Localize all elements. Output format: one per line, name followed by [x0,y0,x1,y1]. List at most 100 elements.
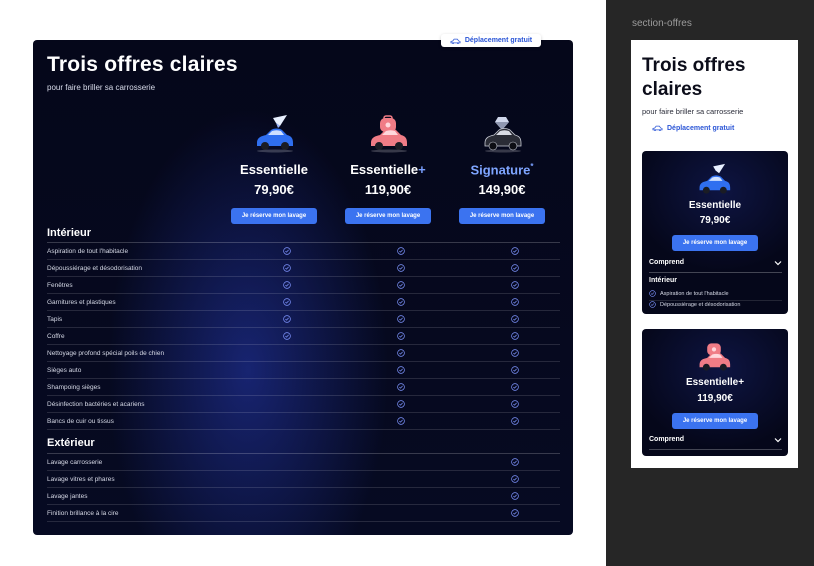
badge-label: Déplacement gratuit [464,37,533,44]
feature-row: Aspiration de tout l'habitacle [47,243,560,260]
feature-row: Lavage jantes [47,488,560,505]
page-subtitle: pour faire briller sa carrosserie [47,83,156,92]
plan-name: Signature [470,162,531,178]
plan-essentielle: Essentielle 79,90€ Je réserve mon lavage [224,114,324,224]
check-circle-icon [397,417,405,425]
card-price: 119,90€ [697,393,733,404]
feature-label: Nettoyage profond spécial poils de chien [47,350,165,357]
free-travel-badge: Déplacement gratuit [644,121,744,135]
feature-label: Tapis [47,316,63,323]
feature-label: Sièges auto [47,367,82,374]
car-outline-icon [450,38,461,44]
check-circle-icon [511,264,519,272]
check-circle-icon [511,247,519,255]
check-circle-icon [511,349,519,357]
card-name: Essentielle [688,200,742,211]
chevron-down-icon [774,261,782,266]
chevron-down-icon [774,438,782,443]
check-circle-icon [283,315,291,323]
toggle-label: Comprend [649,259,684,266]
feature-row: Tapis [47,311,560,328]
section-title-exterieur: Extérieur [47,437,95,449]
card-feature-row: Aspiration de tout l'habitacle [649,289,782,301]
card-category: Intérieur [649,277,678,284]
feature-row: Lavage vitres et phares [47,471,560,488]
mobile-card-essentielle: Essentielle 79,90€ Je réserve mon lavage… [642,151,788,314]
check-circle-icon [397,264,405,272]
includes-toggle[interactable]: Comprend [649,436,782,450]
check-circle-icon [511,332,519,340]
feature-label: Lavage vitres et phares [47,476,115,483]
car-bag-icon [371,115,407,153]
book-button[interactable]: Je réserve mon lavage [672,413,758,429]
feature-label: Coffre [47,333,65,340]
feature-row: Lavage carrosserie [47,454,560,471]
check-circle-icon [511,383,519,391]
check-circle-icon [511,509,519,517]
plan-signature: Signature* 149,90€ Je réserve mon lavage [452,114,552,225]
car-plane-icon [257,115,293,153]
plan-name: Essentielle [350,162,419,177]
check-circle-icon [511,492,519,500]
check-circle-icon [511,400,519,408]
page-title: Trois offres claires [47,53,238,76]
card-feature-row: Dépoussiérage et désodorisation [649,300,782,312]
check-circle-icon [397,281,405,289]
plan-price: 149,90€ [478,182,526,198]
book-button-essentielle[interactable]: Je réserve mon lavage [231,208,317,224]
feature-label: Finition brillance à la cire [47,510,119,517]
feature-label: Garnitures et plastiques [47,299,116,306]
card-price: 79,90€ [699,215,731,226]
feature-row: Sièges auto [47,362,560,379]
section-title-interieur: Intérieur [47,227,92,239]
feature-label: Shampoing sièges [47,384,101,391]
check-circle-icon [511,417,519,425]
plan-suffix: + [418,162,426,177]
check-circle-icon [397,315,405,323]
feature-row: Bancs de cuir ou tissus [47,413,560,430]
feature-row: Coffre [47,328,560,345]
feature-label: Dépoussiérage et désodorisation [47,265,143,272]
check-circle-icon [283,298,291,306]
book-button-essentielle-plus[interactable]: Je réserve mon lavage [345,208,431,224]
check-circle-icon [649,290,656,297]
badge-label: Déplacement gratuit [667,124,735,132]
includes-toggle[interactable]: Comprend [649,259,782,273]
car-diamond-icon [484,117,522,153]
check-circle-icon [397,298,405,306]
plan-suffix: * [530,162,534,171]
check-circle-icon [649,301,656,308]
feature-row: Finition brillance à la cire [47,505,560,522]
frame-label: section-offres [632,18,692,29]
mobile-card-essentielle-plus: Essentielle+ 119,90€ Je réserve mon lava… [642,329,788,456]
plan-price: 119,90€ [364,182,412,197]
check-circle-icon [511,366,519,374]
feature-label: Lavage jantes [47,493,88,500]
book-button[interactable]: Je réserve mon lavage [672,235,758,251]
mobile-subtitle: pour faire briller sa carrosserie [642,107,744,116]
check-circle-icon [511,475,519,483]
feature-label: Fenêtres [47,282,73,289]
check-circle-icon [283,332,291,340]
toggle-label: Comprend [649,436,684,443]
check-circle-icon [511,281,519,289]
card-name: Essentielle+ [685,377,745,388]
check-circle-icon [397,332,405,340]
car-outline-icon [652,125,663,132]
feature-label: Lavage carrosserie [47,459,103,466]
feature-label: Désinfection bactéries et acariens [47,401,145,408]
check-circle-icon [397,400,405,408]
check-circle-icon [283,281,291,289]
feature-row: Nettoyage profond spécial poils de chien [47,345,560,362]
feature-row: Fenêtres [47,277,560,294]
book-button-signature[interactable]: Je réserve mon lavage [459,208,545,225]
check-circle-icon [397,247,405,255]
plan-price: 79,90€ [254,182,294,197]
check-circle-icon [511,315,519,323]
feature-row: Garnitures et plastiques [47,294,560,311]
check-circle-icon [283,247,291,255]
mobile-title: Trois offres claires [642,55,746,100]
plan-name: Essentielle [240,162,308,177]
feature-row: Désinfection bactéries et acariens [47,396,560,413]
check-circle-icon [511,458,519,466]
